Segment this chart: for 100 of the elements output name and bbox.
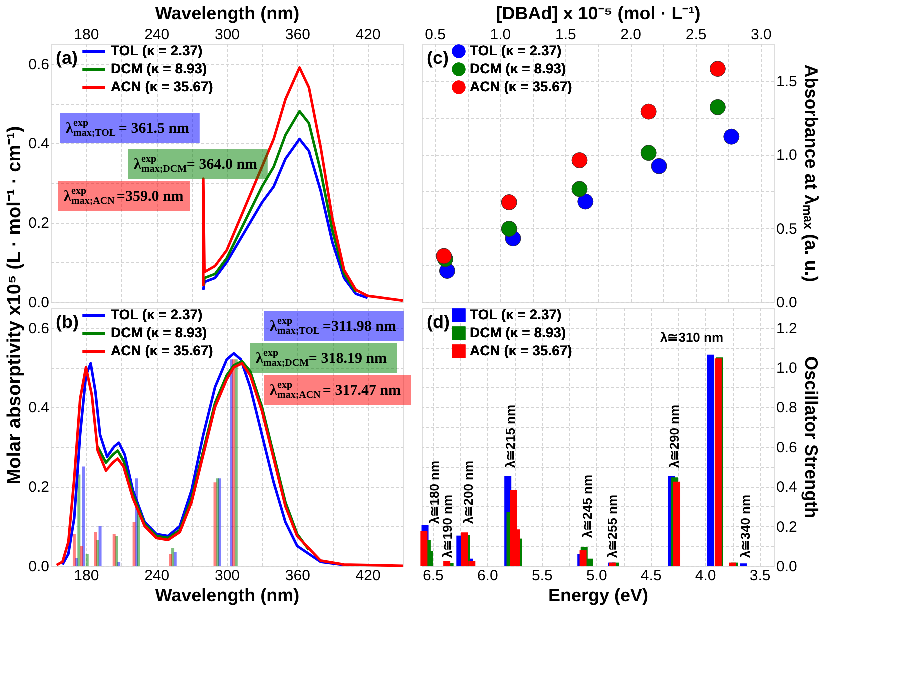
x-axis-title: [DBAd] x 10⁻⁵ (mol · L⁻¹) — [496, 4, 701, 24]
annotation: λ≅310 nm — [660, 330, 724, 345]
y-tick-label: 1.0 — [776, 147, 798, 164]
y-tick-label: 0.4 — [28, 400, 50, 417]
legend-label: ACN (κ = 35.67) — [111, 342, 214, 358]
point — [640, 104, 657, 120]
legend-label: TOL (κ = 2.37) — [470, 306, 562, 322]
y-tick-label: 0.6 — [28, 320, 50, 338]
x-tick-label: 420 — [356, 26, 381, 44]
x-axis-title: Energy (eV) — [548, 586, 649, 606]
x-tick-label: 2.5 — [686, 26, 707, 44]
y-tick-label: 0.2 — [776, 518, 798, 536]
y-tick-label: 0.6 — [776, 439, 798, 456]
x-tick-label: 360 — [285, 26, 310, 44]
legend-label: TOL (κ = 2.37) — [111, 306, 203, 322]
x-tick-label: 2.0 — [620, 26, 642, 44]
legend-label: DCM (κ = 8.93) — [111, 324, 208, 340]
bar — [420, 531, 428, 566]
bar — [169, 554, 172, 566]
bar — [94, 532, 98, 566]
point — [578, 194, 594, 210]
x-tick-label: 6.0 — [477, 568, 498, 584]
annotation: (b) — [56, 312, 79, 332]
y-axis-title: Absorbance at λₘₐₓ (a. u.) — [801, 64, 822, 282]
bar — [138, 510, 140, 566]
x-tick-label: 1.5 — [555, 26, 576, 44]
legend-label: ACN (κ = 35.67) — [470, 342, 572, 358]
point — [572, 181, 588, 198]
point — [572, 152, 588, 168]
y-axis-title: Oscillator Strength — [801, 356, 822, 519]
point — [640, 145, 657, 162]
y-tick-label: 0.0 — [776, 294, 798, 312]
y-tick-label: 0.6 — [28, 56, 50, 74]
x-tick-label: 3.0 — [751, 26, 772, 44]
y-tick-label: 0.0 — [776, 558, 798, 576]
x-tick-label: 180 — [74, 568, 100, 584]
annotation: λ≅180 nm — [427, 460, 442, 524]
x-tick-label: 4.5 — [640, 568, 662, 584]
y-tick-label: 0.0 — [28, 294, 50, 312]
legend-label: ACN (κ = 35.67) — [470, 78, 572, 94]
annotation: λ≅255 nm — [605, 494, 620, 558]
y-tick-label: 0.2 — [28, 215, 50, 232]
x-axis-title: Wavelength (nm) — [155, 586, 300, 606]
point — [710, 61, 726, 78]
bar — [707, 354, 714, 566]
point — [501, 194, 518, 210]
y-tick-label: 0.4 — [776, 479, 798, 496]
legend-label: TOL (κ = 2.37) — [111, 42, 203, 58]
point — [710, 99, 726, 116]
annotation: (c) — [427, 48, 450, 68]
bar — [132, 522, 136, 566]
x-tick-label: 360 — [285, 568, 310, 584]
x-tick-label: 300 — [214, 568, 240, 584]
y-tick-label: 0.2 — [28, 479, 50, 496]
point — [501, 221, 518, 238]
y-tick-label: 1.5 — [776, 73, 798, 90]
x-tick-label: 240 — [144, 568, 170, 584]
bar — [214, 482, 217, 566]
legend-label: DCM (κ = 8.93) — [470, 60, 566, 76]
annotation: λ≅340 nm — [738, 494, 753, 558]
bar — [580, 550, 587, 566]
annotation: λ≅215 nm — [503, 404, 518, 468]
point — [724, 128, 740, 145]
x-tick-label: 5.5 — [532, 568, 553, 584]
point — [436, 248, 452, 264]
bar — [112, 534, 116, 566]
bar — [674, 482, 681, 566]
point — [651, 158, 668, 174]
x-tick-label: 0.5 — [425, 26, 446, 44]
annotation: (a) — [56, 48, 78, 68]
x-tick-label: 3.5 — [750, 568, 771, 584]
bar — [86, 554, 89, 566]
x-tick-label: 6.5 — [422, 568, 444, 584]
y-tick-label: 0.0 — [28, 558, 50, 576]
bar — [82, 466, 86, 566]
annotation: λ≅245 nm — [580, 474, 595, 538]
x-tick-label: 5.0 — [586, 568, 608, 584]
y-tick-label: 0.8 — [776, 400, 798, 417]
x-tick-label: 4.0 — [695, 568, 716, 584]
annotation: (d) — [427, 312, 450, 332]
x-tick-label: 300 — [214, 26, 240, 44]
y-axis-title: Molar absorptivity x10⁵ (L · mol⁻¹ · cm⁻¹) — [4, 126, 26, 485]
x-tick-label: 180 — [74, 26, 100, 44]
x-tick-label: 420 — [356, 568, 381, 584]
annotation: λ≅290 nm — [667, 404, 682, 468]
bar — [80, 546, 84, 566]
legend-label: DCM (κ = 8.93) — [470, 324, 566, 340]
legend-label: ACN (κ = 35.67) — [111, 78, 214, 94]
bar — [444, 561, 451, 566]
bar — [78, 474, 81, 566]
annotation: λ≅200 nm — [461, 460, 476, 524]
y-tick-label: 0.5 — [776, 220, 798, 238]
bar — [72, 534, 76, 566]
x-tick-label: 240 — [144, 26, 170, 44]
legend-label: DCM (κ = 8.93) — [111, 60, 208, 76]
y-tick-label: 1.2 — [776, 320, 798, 338]
y-tick-label: 1.0 — [776, 360, 798, 378]
bar — [172, 548, 175, 566]
annotation: λ≅190 nm — [440, 494, 455, 558]
legend-label: TOL (κ = 2.37) — [470, 42, 562, 58]
